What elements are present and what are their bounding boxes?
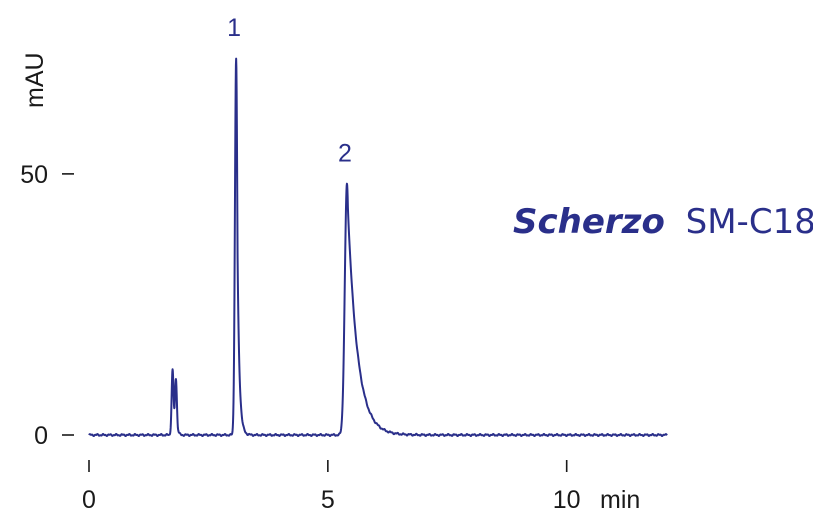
- column-brand: Scherzo: [513, 202, 665, 242]
- column-name-label: Scherzo SM-C18: [513, 202, 813, 242]
- y-axis-label: mAU: [21, 52, 49, 108]
- x-tick-label: 5: [321, 486, 335, 511]
- x-tick-label: 0: [82, 486, 96, 511]
- column-model: SM-C18: [686, 202, 813, 242]
- x-ticks: 0 5 10: [82, 460, 581, 511]
- chromatogram-trace: [88, 57, 668, 438]
- y-tick-label: 50: [20, 161, 48, 189]
- y-tick-label: 0: [34, 422, 48, 450]
- peak-number-label: 1: [227, 14, 241, 42]
- peak-labels: 12: [227, 14, 352, 167]
- y-ticks: 0 50: [20, 161, 74, 450]
- x-unit-label: min: [600, 486, 640, 511]
- peak-number-label: 2: [338, 139, 352, 167]
- x-tick-label: 10: [553, 486, 581, 511]
